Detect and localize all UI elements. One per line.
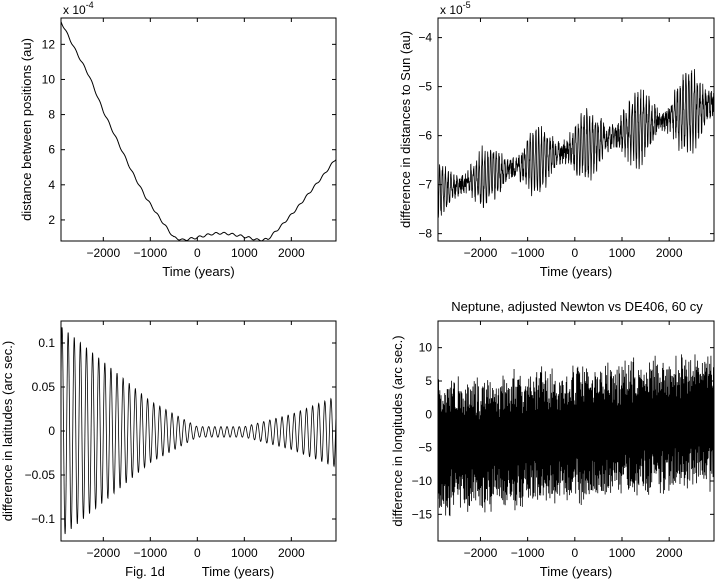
x-axis-label: Time (years)	[202, 564, 274, 579]
x-tick-label: 1000	[231, 546, 258, 560]
x-tick-label: 0	[194, 546, 201, 560]
panel-difference-in-latitudes: difference in latitudes (arc sec.) Fig. …	[0, 320, 337, 579]
x-tick-label: −1000	[133, 246, 167, 260]
x-tick-label: 2000	[278, 246, 305, 260]
y-tick-label: 8	[48, 108, 55, 122]
y-axis-label: difference in longitudes (arc sec.)	[390, 335, 405, 526]
plot-frame	[437, 17, 715, 242]
y-tick-label: −0.1	[31, 512, 55, 526]
y-tick-label: 12	[42, 37, 56, 51]
scale-factor-label: x 10-4	[63, 0, 94, 17]
y-tick-label: 10	[419, 341, 433, 355]
x-tick-label: −1000	[511, 246, 545, 260]
x-axis-label: Time (years)	[540, 264, 612, 279]
y-axis-label: difference in distances to Sun (au)	[398, 31, 413, 228]
y-axis-label: distance between positions (au)	[19, 38, 34, 221]
series-line	[60, 21, 337, 242]
series-line	[437, 354, 715, 517]
y-tick-label: −6	[418, 129, 432, 143]
y-tick-label: −4	[418, 31, 432, 45]
y-tick-label: 0.05	[32, 380, 56, 394]
plot-frame	[60, 17, 337, 242]
y-tick-label: 0	[425, 407, 432, 421]
y-axis-label: difference in latitudes (arc sec.)	[0, 341, 15, 521]
chart-title: Neptune, adjusted Newton vs DE406, 60 cy	[451, 299, 703, 314]
y-tick-label: −5	[418, 441, 432, 455]
y-tick-label: −5	[418, 80, 432, 94]
y-tick-label: 4	[48, 178, 55, 192]
y-tick-label: −0.05	[25, 468, 56, 482]
x-tick-label: 0	[194, 246, 201, 260]
series-line	[437, 69, 715, 221]
series-line	[60, 327, 337, 535]
x-tick-label: 1000	[609, 246, 636, 260]
panel-difference-in-distances-to-sun: x 10-5 difference in distances to Sun (a…	[398, 0, 715, 279]
y-tick-label: 2	[48, 213, 55, 227]
x-tick-label: 1000	[609, 546, 636, 560]
panel-distance-between-positions: x 10-4 distance between positions (au) T…	[19, 0, 337, 279]
x-tick-label: 2000	[656, 246, 683, 260]
x-axis-label: Time (years)	[540, 564, 612, 579]
x-tick-label: 0	[571, 246, 578, 260]
figure-number-label: Fig. 1d	[125, 564, 165, 579]
y-tick-label: 10	[42, 72, 56, 86]
scale-factor-label: x 10-5	[440, 0, 471, 17]
x-tick-label: −2000	[464, 246, 498, 260]
y-tick-label: 6	[48, 143, 55, 157]
x-tick-label: 1000	[231, 246, 258, 260]
x-tick-label: −1000	[133, 546, 167, 560]
x-tick-label: −2000	[86, 546, 120, 560]
panel-difference-in-longitudes: Neptune, adjusted Newton vs DE406, 60 cy…	[390, 299, 715, 579]
y-tick-label: 0	[48, 424, 55, 438]
x-tick-label: −2000	[464, 546, 498, 560]
x-tick-label: −2000	[86, 246, 120, 260]
plot-frame	[60, 320, 337, 542]
x-tick-label: −1000	[511, 546, 545, 560]
x-tick-label: 2000	[278, 546, 305, 560]
x-tick-label: 0	[571, 546, 578, 560]
y-tick-label: −7	[418, 178, 432, 192]
y-tick-label: 5	[425, 374, 432, 388]
x-axis-label: Time (years)	[162, 264, 234, 279]
y-tick-label: −15	[412, 507, 433, 521]
y-tick-label: −10	[412, 474, 433, 488]
y-tick-label: 0.1	[38, 336, 55, 350]
x-tick-label: 2000	[656, 546, 683, 560]
y-tick-label: −8	[418, 227, 432, 241]
